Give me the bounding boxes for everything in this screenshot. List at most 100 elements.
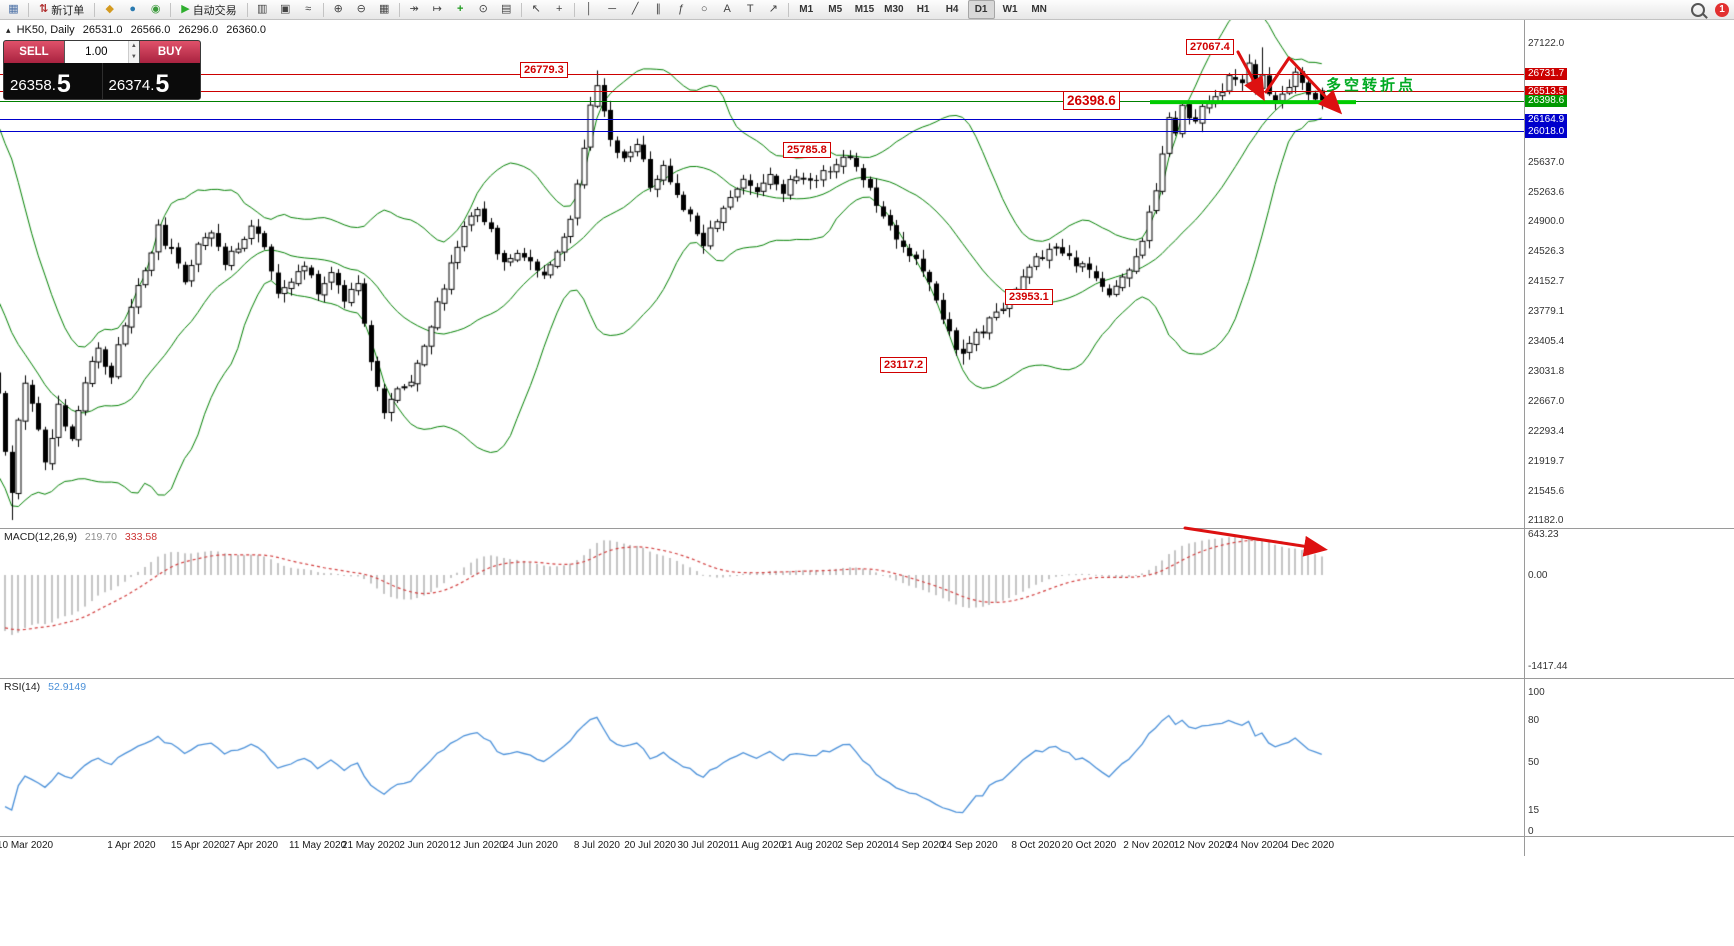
volume-decrease-button[interactable]: ▼ <box>128 52 139 63</box>
horizontal-line-26731.7[interactable] <box>0 73 1524 75</box>
price-callout-26398.6[interactable]: 26398.6 <box>1063 91 1120 111</box>
volume-increase-button[interactable]: ▲ <box>128 41 139 52</box>
time-axis-label: 11 Aug 2020 <box>728 840 785 851</box>
timeframe-m5-button[interactable]: M5 <box>828 4 843 15</box>
price-callout-23953.1[interactable]: 23953.1 <box>1005 289 1053 306</box>
auto-trading-button[interactable]: ▶ 自动交易 <box>175 0 242 19</box>
toolbar-separator <box>28 2 29 17</box>
periods-icon[interactable]: ⊙ <box>473 0 494 19</box>
close-value: 26360.0 <box>226 24 266 36</box>
price-axis-label: 23405.4 <box>1528 336 1565 348</box>
buy-button[interactable]: BUY <box>140 41 200 63</box>
bar-chart-icon-glyph: ▥ <box>256 3 268 15</box>
trendline-icon-glyph: ╱ <box>631 3 639 15</box>
new-order-button-label: 新订单 <box>51 4 85 17</box>
sell-button[interactable]: SELL <box>4 41 64 63</box>
timeframe-m30-button[interactable]: M30 <box>884 4 904 15</box>
cursor-icon-glyph: ↖ <box>531 3 541 15</box>
timeframe-mn-button[interactable]: MN <box>1031 4 1047 15</box>
macd-axis-label: 0.00 <box>1528 570 1548 581</box>
templates-icon[interactable]: ▤ <box>496 0 517 19</box>
buy-price-pip: 5 <box>155 70 170 98</box>
timeframe-d1-button[interactable]: D1 <box>967 0 995 19</box>
timeframe-w1-button[interactable]: W1 <box>1002 4 1018 15</box>
rsi-panel-separator[interactable] <box>0 678 1734 679</box>
price-tag-26513.5: 26513.5 <box>1525 85 1568 98</box>
crosshair-icon-glyph: + <box>555 3 563 15</box>
charts-icon[interactable]: ▦ <box>3 0 24 19</box>
indicators-icon[interactable]: + <box>450 0 471 19</box>
notifications-badge[interactable]: 1 <box>1715 2 1729 17</box>
timeframe-h4-button[interactable]: H4 <box>945 4 959 15</box>
horizontal-line-26513.5[interactable] <box>0 91 1524 93</box>
buy-price: 26374. <box>108 77 155 94</box>
market-icon[interactable]: ● <box>122 0 143 19</box>
search-icon[interactable] <box>1691 2 1705 17</box>
price-axis-label: 21545.6 <box>1528 485 1565 497</box>
turning-point-annotation[interactable]: 多空转折点 <box>1326 77 1417 94</box>
chart-shift-icon[interactable]: ↦ <box>427 0 448 19</box>
rsi-canvas[interactable] <box>0 678 1524 836</box>
quick-trade-collapse-icon[interactable]: ▴ <box>6 25 11 35</box>
shapes-icon[interactable]: ○ <box>694 0 715 19</box>
community-icon[interactable]: ◉ <box>145 0 166 19</box>
rsi-axis-label: 100 <box>1528 687 1545 698</box>
text-icon[interactable]: A <box>717 0 738 19</box>
cursor-icon[interactable]: ↖ <box>526 0 547 19</box>
horizontal-line-26398.6[interactable] <box>0 100 1524 102</box>
zoom-out-icon[interactable]: ⊖ <box>351 0 372 19</box>
macd-panel-separator[interactable] <box>0 528 1734 529</box>
price-axis-label: 25263.6 <box>1528 187 1565 199</box>
channel-icon[interactable]: ∥ <box>648 0 669 19</box>
periods-icon-glyph: ⊙ <box>478 3 488 15</box>
price-tag-26018.0: 26018.0 <box>1525 125 1568 138</box>
horizontal-line-26018.0[interactable] <box>0 131 1524 133</box>
auto-scroll-icon[interactable]: ↠ <box>404 0 425 19</box>
fibonacci-icon[interactable]: ƒ <box>671 0 692 19</box>
timeframe-m1-button[interactable]: M1 <box>799 4 814 15</box>
arrow-tool-icon[interactable]: ↗ <box>763 0 784 19</box>
label-icon[interactable]: T <box>740 0 761 19</box>
price-callout-27067.4[interactable]: 27067.4 <box>1186 39 1234 56</box>
macd-axis-label: 643.23 <box>1528 528 1559 540</box>
trendline-icon[interactable]: ╱ <box>625 0 646 19</box>
candlestick-chart-icon[interactable]: ▣ <box>275 0 296 19</box>
horizontal-line-26164.9[interactable] <box>0 119 1524 121</box>
high-value: 26566.0 <box>130 24 171 36</box>
sell-price-button[interactable]: 26358. 5 <box>4 63 103 99</box>
new-order-button[interactable]: ⇅ 新订单 <box>33 0 90 19</box>
price-callout-26779.3[interactable]: 26779.3 <box>520 62 568 79</box>
macd-canvas[interactable] <box>0 528 1524 678</box>
alerts-icon[interactable]: ◆ <box>99 0 120 19</box>
horizontal-line-icon[interactable]: ─ <box>602 0 623 19</box>
toolbar-separator <box>246 2 248 17</box>
price-axis-label: 22293.4 <box>1528 425 1565 437</box>
price-tag-26398.6: 26398.6 <box>1525 95 1568 108</box>
toolbar-separator <box>170 2 172 17</box>
price-chart-canvas[interactable] <box>0 20 1524 528</box>
crosshair-icon[interactable]: + <box>549 0 570 19</box>
horizontal-line-icon-glyph: ─ <box>608 3 617 15</box>
text-icon-glyph: A <box>723 3 731 15</box>
line-chart-icon[interactable]: ≈ <box>298 0 319 19</box>
vertical-line-icon[interactable]: │ <box>579 0 600 19</box>
fibonacci-icon-glyph: ƒ <box>678 3 685 15</box>
time-axis-label: 24 Sep 2020 <box>940 840 998 851</box>
timeframe-h1-button[interactable]: H1 <box>916 4 930 15</box>
zoom-in-icon[interactable]: ⊕ <box>328 0 349 19</box>
auto-scroll-icon-glyph: ↠ <box>409 3 419 15</box>
timeframe-m15-button[interactable]: M15 <box>854 4 875 15</box>
time-axis-label: 27 Apr 2020 <box>224 840 279 851</box>
time-axis-label: 8 Oct 2020 <box>1011 840 1061 851</box>
chart-title: ▴ HK50, Daily 26531.0 26566.0 26296.0 26… <box>6 24 266 36</box>
bar-chart-icon[interactable]: ▥ <box>252 0 273 19</box>
price-axis-label: 25637.0 <box>1528 157 1565 169</box>
vertical-line-icon-glyph: │ <box>585 3 593 15</box>
buy-price-button[interactable]: 26374. 5 <box>103 63 201 99</box>
price-callout-23117.2[interactable]: 23117.2 <box>880 356 928 373</box>
volume-input[interactable] <box>65 41 128 63</box>
price-callout-25785.8[interactable]: 25785.8 <box>783 142 831 159</box>
price-axis-label: 21919.7 <box>1528 455 1565 467</box>
tile-windows-icon[interactable]: ▦ <box>374 0 395 19</box>
